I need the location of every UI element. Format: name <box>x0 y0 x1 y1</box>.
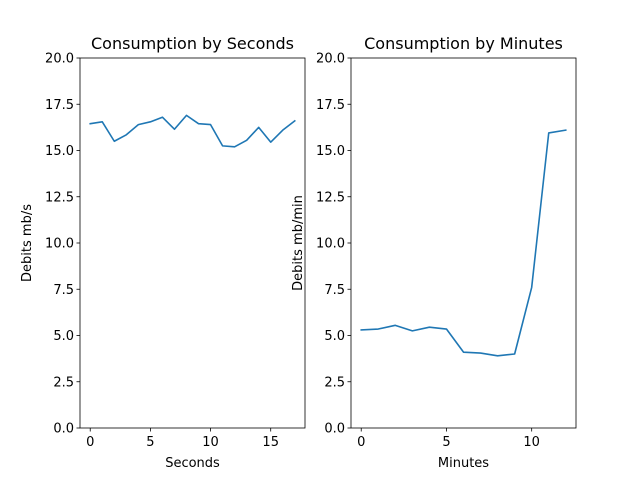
x-tick-label: 10 <box>202 435 219 450</box>
y-tick-label: 0.0 <box>53 422 74 437</box>
series-line <box>360 129 567 357</box>
x-tick-label: 0 <box>86 435 94 450</box>
y-tick-label: 2.5 <box>324 375 345 390</box>
series-line <box>89 114 296 148</box>
axes-frame <box>350 57 577 429</box>
chart-minutes: Consumption by Minutes Minutes Debits mb… <box>291 34 577 471</box>
y-tick-label: 7.5 <box>53 283 74 298</box>
x-tick-label: 10 <box>523 435 540 450</box>
y-tick-label: 0.0 <box>324 422 345 437</box>
y-axis-label: Debits mb/s <box>20 204 35 282</box>
x-tick-label: 5 <box>146 435 154 450</box>
y-tick-label: 5.0 <box>53 329 74 344</box>
y-tick-label: 10.0 <box>45 237 74 252</box>
y-tick-label: 17.5 <box>45 98 74 113</box>
chart-title: Consumption by Minutes <box>364 34 563 53</box>
x-axis-label: Seconds <box>165 456 220 471</box>
y-tick-label: 15.0 <box>45 144 74 159</box>
y-tick-label: 12.5 <box>45 190 74 205</box>
x-tick-label: 5 <box>442 435 450 450</box>
x-axis-label: Minutes <box>438 456 489 471</box>
y-tick-label: 20.0 <box>45 52 74 67</box>
x-tick-label: 0 <box>357 435 365 450</box>
y-tick-label: 20.0 <box>316 52 345 67</box>
chart-title: Consumption by Seconds <box>91 34 294 53</box>
y-tick-label: 15.0 <box>316 144 345 159</box>
y-axis-label: Debits mb/min <box>291 195 306 291</box>
y-tick-label: 7.5 <box>324 283 345 298</box>
y-tick-label: 2.5 <box>53 375 74 390</box>
y-tick-label: 17.5 <box>316 98 345 113</box>
y-tick-label: 10.0 <box>316 237 345 252</box>
axes-frame <box>79 57 306 429</box>
chart-seconds: Consumption by Seconds Seconds Debits mb… <box>20 34 306 471</box>
x-tick-label: 15 <box>262 435 279 450</box>
y-tick-label: 12.5 <box>316 190 345 205</box>
y-tick-label: 5.0 <box>324 329 345 344</box>
